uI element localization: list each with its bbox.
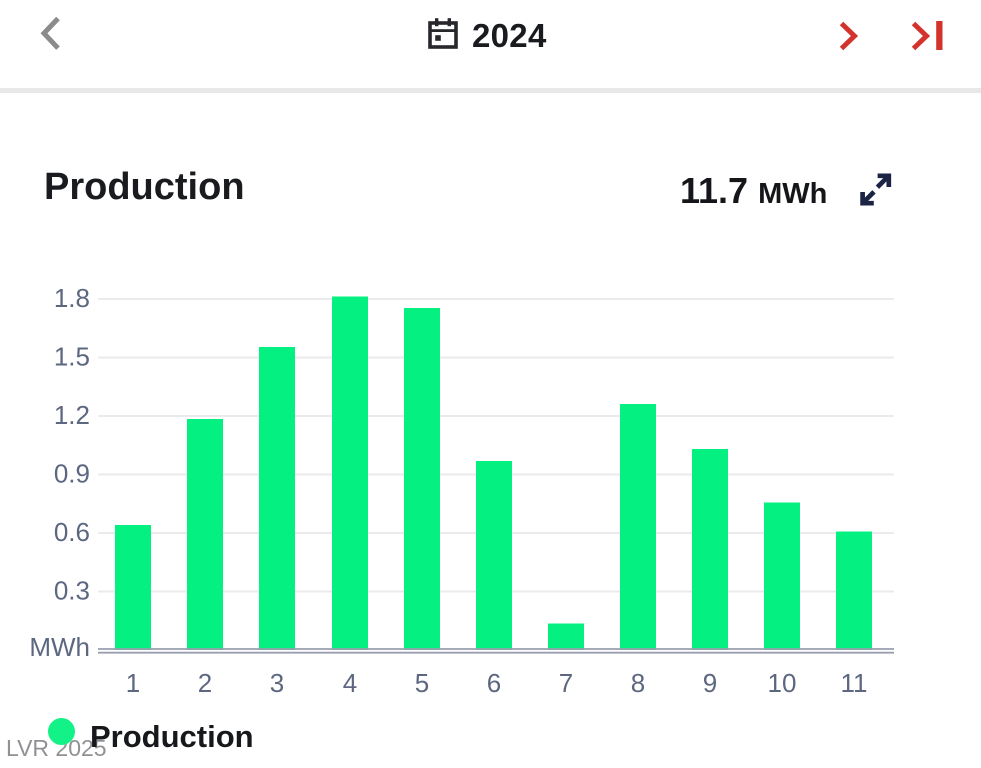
svg-text:0.9: 0.9 (54, 459, 90, 489)
svg-text:9: 9 (703, 668, 717, 698)
svg-text:4: 4 (343, 668, 357, 698)
svg-text:0.3: 0.3 (54, 576, 90, 606)
svg-text:10: 10 (768, 668, 797, 698)
svg-text:7: 7 (559, 668, 573, 698)
svg-text:1.8: 1.8 (54, 283, 90, 313)
svg-text:11: 11 (841, 668, 868, 698)
svg-text:0.6: 0.6 (54, 517, 90, 547)
svg-text:5: 5 (415, 668, 429, 698)
svg-text:8: 8 (631, 668, 645, 698)
svg-text:1.5: 1.5 (54, 342, 90, 372)
svg-text:2: 2 (198, 668, 212, 698)
svg-text:6: 6 (487, 668, 501, 698)
svg-text:3: 3 (270, 668, 284, 698)
svg-text:1.2: 1.2 (54, 400, 90, 430)
svg-text:MWh: MWh (29, 632, 90, 662)
svg-text:1: 1 (126, 668, 140, 698)
